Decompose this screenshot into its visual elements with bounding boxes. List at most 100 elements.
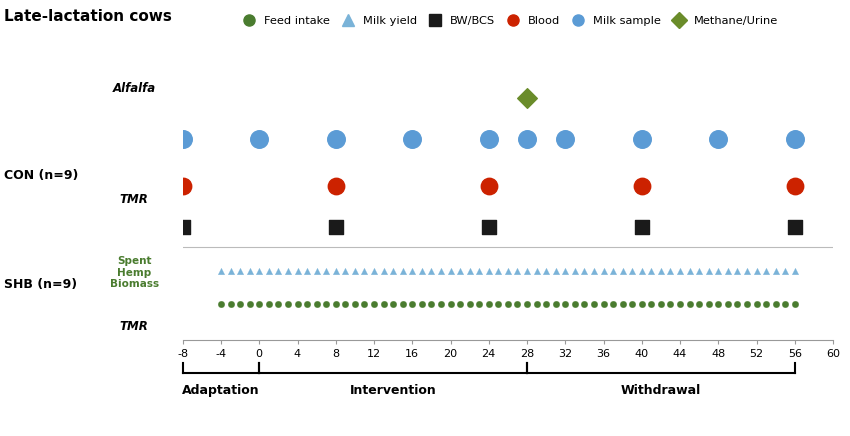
- Point: [683, 267, 696, 274]
- Point: [320, 267, 333, 274]
- Point: [329, 182, 343, 189]
- Point: [309, 300, 323, 307]
- Text: CON (n=9): CON (n=9): [4, 169, 78, 182]
- Point: [597, 300, 610, 307]
- Point: [721, 300, 734, 307]
- Point: [549, 267, 563, 274]
- Point: [606, 300, 620, 307]
- Point: [692, 300, 706, 307]
- Point: [635, 223, 649, 230]
- Point: [214, 300, 228, 307]
- Text: Intervention: Intervention: [349, 384, 437, 397]
- Point: [615, 267, 629, 274]
- Point: [473, 300, 486, 307]
- Point: [520, 267, 534, 274]
- Point: [300, 300, 314, 307]
- Point: [788, 223, 802, 230]
- Point: [683, 300, 696, 307]
- Text: Alfalfa: Alfalfa: [113, 82, 156, 95]
- Point: [702, 300, 716, 307]
- Point: [300, 267, 314, 274]
- Text: Withdrawal: Withdrawal: [620, 384, 701, 397]
- Point: [740, 267, 754, 274]
- Point: [711, 300, 725, 307]
- Point: [721, 267, 734, 274]
- Point: [358, 267, 371, 274]
- Point: [635, 136, 649, 143]
- Text: Late-lactation cows: Late-lactation cows: [4, 9, 172, 24]
- Point: [329, 267, 343, 274]
- Point: [587, 267, 601, 274]
- Point: [768, 267, 782, 274]
- Point: [377, 267, 390, 274]
- Point: [768, 300, 782, 307]
- Point: [577, 300, 591, 307]
- Legend: Feed intake, Milk yield, BW/BCS, Blood, Milk sample, Methane/Urine: Feed intake, Milk yield, BW/BCS, Blood, …: [237, 16, 779, 26]
- Point: [673, 300, 687, 307]
- Point: [511, 300, 524, 307]
- Point: [501, 300, 514, 307]
- Point: [386, 267, 400, 274]
- Point: [711, 267, 725, 274]
- Point: [702, 267, 716, 274]
- Point: [462, 267, 476, 274]
- Point: [779, 300, 792, 307]
- Point: [692, 267, 706, 274]
- Point: [788, 136, 802, 143]
- Point: [788, 267, 802, 274]
- Point: [338, 300, 352, 307]
- Point: [558, 300, 572, 307]
- Point: [329, 223, 343, 230]
- Point: [405, 300, 419, 307]
- Point: [176, 182, 190, 189]
- Point: [568, 300, 581, 307]
- Point: [577, 267, 591, 274]
- Point: [788, 182, 802, 189]
- Point: [482, 136, 496, 143]
- Point: [262, 300, 275, 307]
- Point: [644, 267, 658, 274]
- Point: [444, 267, 457, 274]
- Point: [377, 300, 390, 307]
- Point: [453, 300, 467, 307]
- Point: [405, 267, 419, 274]
- Point: [558, 136, 572, 143]
- Point: [176, 223, 190, 230]
- Point: [473, 267, 486, 274]
- Point: [615, 300, 629, 307]
- Point: [482, 267, 496, 274]
- Text: TMR: TMR: [120, 193, 149, 206]
- Point: [730, 267, 745, 274]
- Point: [329, 300, 343, 307]
- Point: [271, 267, 285, 274]
- Point: [759, 300, 773, 307]
- Point: [291, 300, 304, 307]
- Point: [176, 136, 190, 143]
- Point: [348, 267, 362, 274]
- Point: [664, 267, 677, 274]
- Point: [750, 267, 763, 274]
- Point: [788, 300, 802, 307]
- Point: [252, 300, 266, 307]
- Point: [626, 300, 639, 307]
- Point: [386, 300, 400, 307]
- Point: [434, 300, 448, 307]
- Point: [415, 300, 428, 307]
- Point: [405, 136, 419, 143]
- Point: [243, 300, 257, 307]
- Point: [530, 300, 543, 307]
- Point: [233, 300, 246, 307]
- Point: [664, 300, 677, 307]
- Point: [214, 267, 228, 274]
- Point: [520, 300, 534, 307]
- Point: [453, 267, 467, 274]
- Point: [626, 267, 639, 274]
- Point: [597, 267, 610, 274]
- Point: [224, 300, 237, 307]
- Point: [511, 267, 524, 274]
- Point: [549, 300, 563, 307]
- Point: [491, 267, 505, 274]
- Point: [396, 267, 410, 274]
- Point: [320, 300, 333, 307]
- Point: [520, 136, 534, 143]
